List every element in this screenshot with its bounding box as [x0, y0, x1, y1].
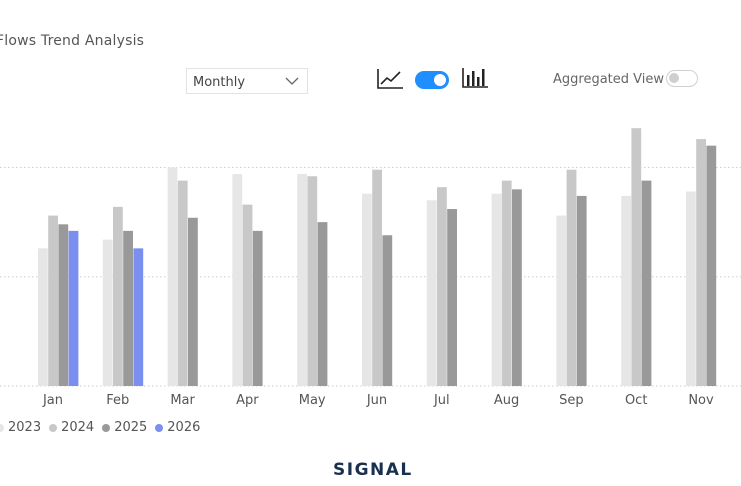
legend-label: 2025: [114, 420, 148, 435]
bar-2024-apr[interactable]: [242, 204, 253, 386]
bar-2023-aug[interactable]: [491, 193, 502, 386]
bar-2024-mar[interactable]: [177, 180, 188, 386]
bar-2025-nov[interactable]: [706, 145, 717, 386]
x-tick-label: Sep: [559, 393, 584, 408]
aggregated-view-label: Aggregated View: [553, 72, 665, 87]
x-tick-label: Oct: [625, 393, 647, 408]
bar-2023-oct[interactable]: [621, 195, 631, 386]
period-dropdown[interactable]: Monthly: [186, 68, 308, 94]
x-tick-label: Jan: [42, 393, 63, 408]
toggle-knob: [434, 74, 446, 86]
bar-2026-feb[interactable]: [133, 248, 144, 386]
legend-label: 2026: [167, 420, 201, 435]
bar-2024-aug[interactable]: [501, 180, 512, 386]
bar-2024-feb[interactable]: [113, 206, 123, 386]
x-tick-label: Feb: [106, 393, 129, 408]
bar-2025-apr[interactable]: [252, 230, 263, 386]
x-tick-label: Aug: [494, 393, 519, 408]
legend-item-2023[interactable]: 2023: [0, 420, 41, 435]
bar-2025-may[interactable]: [317, 222, 328, 386]
bar-2024-sep[interactable]: [566, 169, 577, 386]
x-tick-label: Jul: [433, 393, 450, 408]
bar-2024-jun[interactable]: [372, 169, 382, 386]
x-tick-label: Mar: [170, 393, 195, 408]
bar-2024-jan[interactable]: [48, 215, 58, 386]
legend-label: 2023: [8, 420, 42, 435]
chart-type-toggle[interactable]: [415, 71, 449, 89]
bar-2023-sep[interactable]: [556, 215, 567, 386]
x-tick-label: Nov: [688, 393, 714, 408]
bar-2025-feb[interactable]: [123, 230, 133, 386]
bar-2023-jul[interactable]: [426, 200, 437, 386]
bar-chart: Jan Feb Mar Apr May Jun Jul Aug Sep Oct Nov: [0, 128, 741, 408]
line-chart-icon[interactable]: [376, 68, 404, 90]
bar-chart-icon[interactable]: [461, 67, 489, 89]
bar-2023-nov[interactable]: [686, 191, 696, 386]
legend-label: 2024: [61, 420, 95, 435]
signal-logo: SIGNAL: [333, 460, 413, 480]
legend-item-2025[interactable]: 2025: [102, 420, 147, 435]
bar-2025-jun[interactable]: [382, 235, 393, 386]
toggle-knob: [669, 73, 679, 83]
bar-2023-jan[interactable]: [38, 248, 48, 386]
bar-2023-apr[interactable]: [232, 174, 243, 386]
bar-2025-jul[interactable]: [447, 209, 457, 386]
legend-dot: [155, 423, 164, 432]
x-tick-label: Apr: [236, 393, 259, 408]
chart-title: Flows Trend Analysis: [0, 33, 145, 49]
bar-2023-jun[interactable]: [362, 193, 372, 386]
chart-legend: 2023 2024 2025 2026: [0, 420, 200, 435]
bar-2023-mar[interactable]: [167, 167, 178, 387]
bar-2024-oct[interactable]: [631, 128, 642, 387]
bar-2025-jan[interactable]: [58, 224, 69, 386]
bar-2024-jul[interactable]: [437, 187, 447, 386]
bar-2026-jan[interactable]: [68, 230, 79, 386]
bar-2025-sep[interactable]: [576, 195, 587, 386]
bar-2025-oct[interactable]: [641, 180, 652, 386]
bar-2025-aug[interactable]: [512, 189, 522, 386]
legend-dot: [102, 423, 111, 432]
chevron-down-icon: [285, 77, 299, 85]
legend-dot: [0, 423, 4, 432]
x-tick-label: Jun: [366, 393, 387, 408]
bar-2024-nov[interactable]: [696, 139, 706, 386]
bar-2024-may[interactable]: [307, 176, 318, 386]
bar-2023-may[interactable]: [297, 174, 307, 386]
legend-dot: [49, 423, 58, 432]
bar-2025-mar[interactable]: [188, 217, 198, 386]
bar-2023-feb[interactable]: [102, 239, 113, 386]
legend-item-2026[interactable]: 2026: [155, 420, 200, 435]
period-dropdown-value: Monthly: [193, 75, 246, 90]
legend-item-2024[interactable]: 2024: [49, 420, 94, 435]
x-tick-label: May: [299, 393, 326, 408]
aggregated-view-toggle[interactable]: [666, 70, 698, 87]
